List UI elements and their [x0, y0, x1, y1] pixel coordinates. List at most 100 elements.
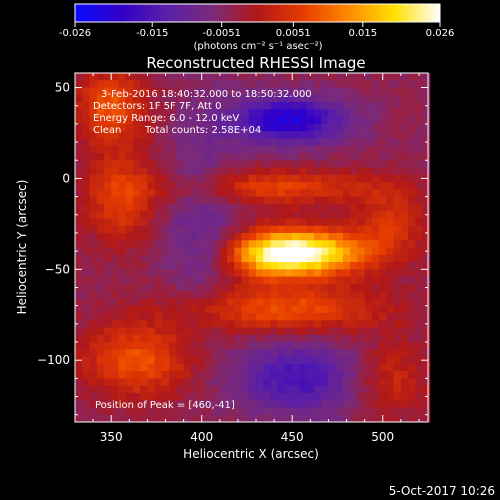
- heatmap-cell: [328, 349, 337, 357]
- heatmap-cell: [350, 392, 358, 401]
- heatmap-cell: [169, 240, 177, 248]
- heatmap-cell: [321, 174, 329, 183]
- heatmap-cell: [415, 80, 423, 88]
- heatmap-cell: [103, 298, 112, 307]
- heatmap-cell: [415, 73, 423, 81]
- heatmap-cell: [96, 312, 105, 321]
- heatmap-cell: [328, 232, 337, 241]
- heatmap-cell: [292, 102, 300, 110]
- heatmap-cell: [125, 312, 134, 321]
- heatmap-cell: [169, 123, 177, 132]
- heatmap-cell: [422, 400, 431, 408]
- heatmap-cell: [212, 167, 221, 176]
- heatmap-cell: [422, 131, 431, 139]
- heatmap-cell: [371, 349, 380, 357]
- heatmap-cell: [379, 232, 387, 241]
- heatmap-cell: [234, 138, 242, 147]
- heatmap-cell: [176, 385, 185, 394]
- heatmap-cell: [190, 334, 199, 343]
- heatmap-cell: [357, 211, 366, 219]
- heatmap-cell: [263, 327, 271, 336]
- heatmap-cell: [89, 174, 98, 183]
- heatmap-cell: [400, 189, 409, 197]
- heatmap-cell: [313, 80, 322, 88]
- heatmap-cell: [161, 73, 170, 81]
- heatmap-cell: [350, 378, 358, 387]
- heatmap-cell: [190, 240, 199, 248]
- heatmap-cell: [140, 109, 148, 118]
- heatmap-cells: [75, 73, 431, 423]
- heatmap-cell: [118, 232, 127, 241]
- heatmap-cell: [234, 131, 242, 139]
- heatmap-cell: [154, 356, 163, 365]
- heatmap-cell: [125, 80, 134, 88]
- heatmap-cell: [263, 94, 271, 103]
- heatmap-cell: [89, 276, 98, 285]
- heatmap-cell: [386, 312, 394, 321]
- heatmap-cell: [132, 378, 141, 387]
- heatmap-cell: [103, 400, 112, 408]
- heatmap-cell: [306, 131, 315, 139]
- heatmap-cell: [161, 291, 170, 299]
- heatmap-cell: [256, 269, 264, 277]
- heatmap-cell: [364, 312, 373, 321]
- heatmap-cell: [371, 218, 380, 227]
- heatmap-cell: [299, 371, 308, 379]
- heatmap-cell: [140, 102, 148, 110]
- heatmap-cell: [154, 102, 163, 110]
- heatmap-cell: [96, 298, 105, 307]
- heatmap-cell: [415, 305, 423, 314]
- heatmap-cell: [176, 305, 185, 314]
- heatmap-cell: [82, 225, 90, 234]
- heatmap-cell: [408, 152, 416, 161]
- heatmap-cell: [176, 131, 185, 139]
- heatmap-cell: [256, 283, 264, 292]
- heatmap-cell: [96, 269, 105, 277]
- heatmap-cell: [306, 116, 315, 125]
- heatmap-cell: [364, 327, 373, 336]
- heatmap-cell: [241, 334, 250, 343]
- heatmap-cell: [103, 196, 112, 205]
- heatmap-cell: [212, 87, 221, 96]
- heatmap-cell: [212, 363, 221, 372]
- heatmap-cell: [357, 291, 366, 299]
- heatmap-cell: [263, 145, 271, 154]
- heatmap-cell: [147, 400, 156, 408]
- heatmap-cell: [386, 109, 394, 118]
- heatmap-cell: [89, 262, 98, 270]
- heatmap-cell: [89, 182, 98, 190]
- heatmap-cell: [161, 298, 170, 307]
- heatmap-cell: [270, 131, 279, 139]
- heatmap-cell: [393, 240, 402, 248]
- heatmap-cell: [132, 174, 141, 183]
- heatmap-cell: [408, 116, 416, 125]
- heatmap-cell: [248, 269, 257, 277]
- heatmap-cell: [248, 327, 257, 336]
- heatmap-cell: [183, 385, 192, 394]
- heatmap-cell: [103, 240, 112, 248]
- heatmap-cell: [219, 342, 228, 350]
- heatmap-cell: [408, 94, 416, 103]
- heatmap-cell: [176, 87, 185, 96]
- heatmap-cell: [198, 102, 206, 110]
- heatmap-cell: [422, 334, 431, 343]
- heatmap-cell: [263, 80, 271, 88]
- heatmap-cell: [82, 291, 90, 299]
- heatmap-cell: [371, 87, 380, 96]
- heatmap-cell: [89, 152, 98, 161]
- heatmap-cell: [96, 182, 105, 190]
- heatmap-cell: [96, 196, 105, 205]
- y-axis: 500−50−100: [37, 81, 428, 416]
- heatmap-cell: [140, 240, 148, 248]
- heatmap-cell: [147, 160, 156, 168]
- heatmap-cell: [328, 305, 337, 314]
- heatmap-cell: [176, 73, 185, 81]
- heatmap-cell: [205, 225, 213, 234]
- heatmap-cell: [140, 87, 148, 96]
- heatmap-cell: [422, 123, 431, 132]
- heatmap-cell: [147, 131, 156, 139]
- heatmap-cell: [89, 145, 98, 154]
- heatmap-cell: [328, 276, 337, 285]
- heatmap-cell: [270, 298, 279, 307]
- heatmap-cell: [125, 334, 134, 343]
